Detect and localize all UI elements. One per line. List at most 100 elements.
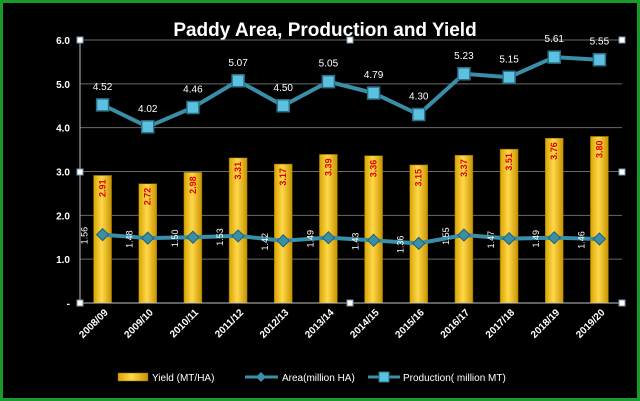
production-label: 4.46	[183, 85, 203, 96]
area-label: 1.43	[351, 233, 361, 251]
production-label: 5.61	[545, 34, 565, 45]
area-marker	[141, 231, 155, 245]
production-marker	[547, 50, 561, 64]
yield-label: 3.36	[369, 160, 379, 178]
selection-handle	[618, 299, 626, 307]
x-tick-label: 2015/16	[394, 307, 428, 341]
x-tick-label: 2014/15	[348, 307, 382, 341]
area-label: 1.42	[260, 233, 270, 251]
production-marker	[321, 74, 336, 89]
area-line	[102, 232, 600, 246]
legend-area-marker	[256, 372, 266, 382]
production-line	[101, 55, 600, 129]
area-marker	[95, 227, 110, 242]
x-tick-label: 2010/11	[168, 307, 201, 340]
area-marker	[547, 230, 561, 245]
x-tick-label: 2008/09	[77, 307, 111, 341]
selection-handle	[76, 168, 84, 176]
legend-yield-swatch	[117, 372, 149, 382]
chart-title: Paddy Area, Production and Yield	[173, 20, 476, 41]
production-marker	[231, 74, 245, 88]
area-marker	[412, 236, 426, 251]
yield-label: 3.76	[549, 142, 559, 160]
legend-yield-label: Yield (MT/HA)	[152, 373, 214, 384]
y-tick-label: 1.0	[56, 255, 70, 266]
production-label: 5.15	[499, 54, 519, 65]
production-label: 4.79	[364, 70, 384, 81]
x-tick-label: 2019/20	[574, 307, 608, 341]
production-marker	[276, 99, 290, 113]
production-label: 4.52	[93, 82, 113, 93]
production-label: 4.30	[409, 92, 429, 103]
area-label: 1.48	[125, 230, 135, 248]
area-label: 1.36	[396, 236, 406, 254]
y-axis: 6.0 5.0 4.0 3.0 2.0 1.0 -	[56, 36, 81, 310]
grid-lines	[80, 39, 622, 260]
x-tick-label: 2013/14	[303, 307, 337, 341]
selection-handles	[76, 36, 626, 307]
area-label: 1.56	[80, 227, 90, 245]
yield-label: 3.37	[459, 159, 469, 177]
yield-label: 3.15	[414, 169, 424, 187]
selection-handle	[618, 36, 626, 44]
y-tick-label: 6.0	[56, 36, 70, 47]
production-label: 4.50	[274, 83, 294, 94]
production-label: 5.07	[228, 58, 248, 69]
production-marker	[186, 100, 200, 115]
legend-production-label: Production( million MT)	[403, 373, 506, 384]
yield-bar	[545, 137, 564, 304]
area-marker	[366, 233, 381, 248]
x-tick-label: 2016/17	[439, 307, 473, 341]
y-tick-label: 4.0	[56, 124, 70, 135]
series-lines	[95, 50, 607, 251]
selection-handle	[346, 36, 354, 44]
yield-label: 3.80	[594, 140, 604, 158]
x-tick-label: 2017/18	[484, 307, 518, 341]
x-tick-label: 2011/12	[213, 307, 246, 340]
x-axis: 2008/09 2009/10 2010/11 2011/12 2012/13 2013/…	[77, 302, 622, 341]
area-marker	[457, 228, 471, 242]
production-marker	[592, 52, 607, 67]
production-label: 5.55	[590, 37, 610, 48]
yield-label: 3.51	[504, 153, 514, 171]
area-marker	[321, 230, 336, 245]
x-tick-label: 2009/10	[123, 307, 157, 341]
area-label: 1.53	[215, 228, 225, 246]
yield-bar	[590, 136, 609, 304]
legend-production-marker	[378, 371, 390, 383]
production-label: 4.02	[138, 104, 158, 115]
x-tick-label: 2018/19	[529, 307, 563, 341]
selection-handle	[76, 299, 84, 307]
selection-handle	[618, 168, 626, 176]
yield-bar	[499, 148, 519, 304]
production-marker	[366, 86, 381, 100]
area-label: 1.55	[441, 227, 451, 245]
area-marker	[592, 232, 607, 246]
area-label: 1.49	[531, 230, 541, 248]
yield-label: 2.98	[188, 176, 198, 194]
yield-label: 3.31	[233, 162, 243, 180]
yield-label: 3.39	[323, 158, 333, 176]
production-marker	[412, 107, 426, 122]
production-marker	[502, 70, 516, 85]
production-marker	[141, 120, 155, 134]
yield-label: 3.17	[278, 168, 288, 186]
production-marker	[457, 67, 471, 81]
selection-handle	[76, 36, 84, 44]
production-marker	[95, 98, 110, 112]
data-labels: 2.91 2.72 2.98 3.31 3.17 3.39 3.36 3.15 3.37 3.51…	[80, 34, 610, 253]
y-tick-label: 3.0	[56, 168, 70, 179]
legend-area-label: Area(million HA)	[282, 373, 355, 384]
area-marker	[231, 229, 245, 243]
production-label: 5.23	[454, 51, 474, 62]
selection-handle	[346, 299, 354, 307]
area-label: 1.46	[576, 231, 586, 249]
area-label: 1.50	[170, 229, 180, 247]
yield-bars	[93, 136, 609, 304]
x-tick-label: 2012/13	[258, 307, 292, 341]
production-label: 5.05	[319, 59, 339, 70]
area-label: 1.49	[305, 230, 315, 248]
yield-label: 2.91	[98, 179, 108, 197]
area-marker	[186, 230, 200, 244]
